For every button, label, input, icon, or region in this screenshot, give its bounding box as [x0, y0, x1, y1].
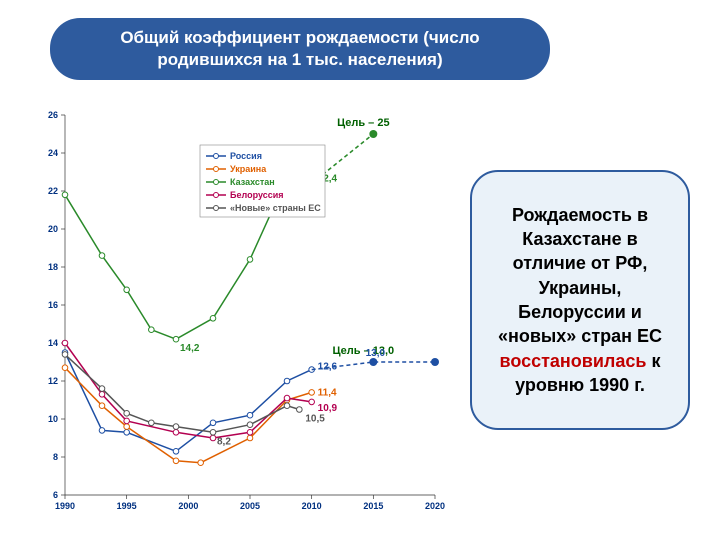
svg-text:14: 14	[48, 338, 58, 348]
svg-text:2005: 2005	[240, 501, 260, 511]
svg-text:8,2: 8,2	[217, 436, 231, 447]
endlabel-belarus: 10,9	[318, 403, 338, 414]
annotation-pre: Рождаемость в Казахстане в отличие от РФ…	[498, 205, 662, 346]
legend-label-russia: Россия	[230, 151, 262, 161]
svg-text:8: 8	[53, 452, 58, 462]
svg-text:24: 24	[48, 148, 58, 158]
svg-text:2020: 2020	[425, 501, 445, 511]
legend-label-kazakhstan: Казахстан	[230, 177, 275, 187]
annotation-box: Рождаемость в Казахстане в отличие от РФ…	[470, 170, 690, 430]
svg-text:2010: 2010	[302, 501, 322, 511]
svg-text:2015: 2015	[363, 501, 383, 511]
endlabel-ukraine: 11,4	[318, 387, 337, 398]
annotation-highlight: восстановилась	[500, 351, 647, 371]
svg-text:1990: 1990	[55, 501, 75, 511]
svg-text:18: 18	[48, 262, 58, 272]
chart-title: Общий коэффициент рождаемости (число род…	[50, 18, 550, 80]
svg-text:2000: 2000	[178, 501, 198, 511]
birthrate-chart: 6 8 10 12 14 16 18 20 22 24 26 1990 1995 2000 2005 2010…	[30, 105, 450, 520]
legend-label-newEU: «Новые» страны ЕС	[230, 203, 321, 213]
svg-text:16: 16	[48, 300, 58, 310]
endlabel-russia: 12,6	[318, 362, 338, 373]
svg-text:10: 10	[48, 414, 58, 424]
svg-text:1995: 1995	[117, 501, 137, 511]
series-ukraine	[65, 368, 312, 463]
svg-text:22: 22	[48, 186, 58, 196]
legend-label-ukraine: Украина	[230, 164, 267, 174]
svg-text:20: 20	[48, 224, 58, 234]
endlabel-newEU: 10,5	[305, 414, 325, 425]
svg-text:13,0: 13,0	[366, 348, 386, 359]
svg-text:14,2: 14,2	[180, 343, 200, 354]
target-label: Цель – 25	[337, 117, 390, 129]
svg-text:26: 26	[48, 110, 58, 120]
legend-label-belarus: Белоруссия	[230, 190, 284, 200]
svg-text:6: 6	[53, 490, 58, 500]
svg-text:12: 12	[48, 376, 58, 386]
series-russia	[65, 353, 312, 452]
